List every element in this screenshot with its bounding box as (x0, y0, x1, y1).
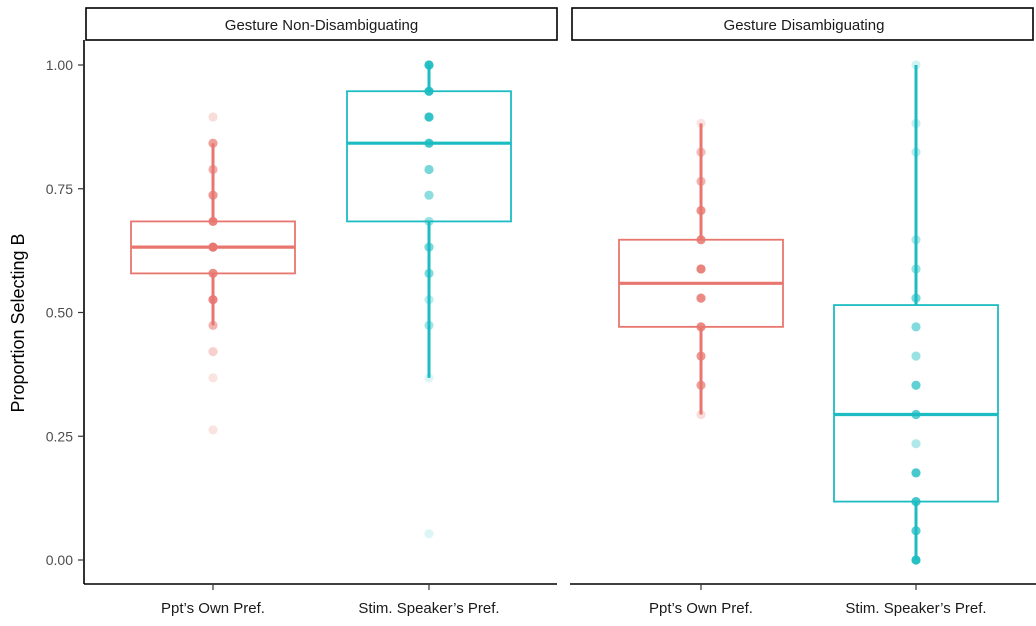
data-point (911, 264, 921, 274)
data-point (424, 373, 434, 383)
data-point (696, 235, 706, 245)
axes-layer: 0.00 0.25 0.50 0.75 1.00 Gesture Non-Disambig… (46, 7, 1036, 617)
data-point (696, 147, 706, 157)
data-point (208, 190, 218, 200)
x-tick-label: Ppt’s Own Pref. (161, 600, 265, 617)
y-tick-label: 0.25 (46, 428, 73, 444)
data-point (911, 118, 921, 129)
data-point (424, 320, 434, 330)
data-point (696, 176, 706, 186)
data-point (911, 60, 921, 70)
data-point (911, 380, 921, 390)
panel-strip (85, 7, 558, 41)
data-point (424, 529, 434, 539)
data-point (696, 351, 706, 361)
data-point (911, 322, 921, 332)
data-point (911, 351, 921, 361)
panel-strip (571, 7, 1034, 41)
data-point (208, 347, 218, 357)
data-point (696, 205, 706, 216)
data-point (424, 216, 434, 227)
data-point (424, 190, 434, 200)
data-point (208, 268, 218, 278)
y-tick-label: 0.00 (46, 552, 73, 568)
data-point (911, 293, 921, 303)
data-point (424, 86, 434, 96)
y-axis-title: Proportion Selecting B (8, 233, 28, 412)
data-point (911, 468, 921, 478)
data-point (911, 235, 921, 245)
data-point (424, 164, 434, 175)
data-point (208, 138, 218, 148)
data-point (208, 373, 218, 383)
data-point (696, 409, 706, 420)
y-tick-label: 0.75 (46, 181, 73, 197)
box-iqr (346, 90, 512, 223)
data-point (911, 555, 921, 565)
data-point (911, 409, 921, 420)
data-point (424, 268, 434, 278)
data-point (696, 264, 706, 274)
x-tick-label: Ppt’s Own Pref. (649, 600, 753, 617)
y-tick-label: 0.50 (46, 305, 73, 321)
marks-layer (130, 60, 999, 565)
y-tick-label: 1.00 (46, 57, 73, 73)
panel-title: Gesture Disambiguating (724, 17, 885, 34)
data-point (424, 60, 434, 70)
data-point (208, 216, 218, 227)
data-point (911, 526, 921, 536)
data-point (696, 293, 706, 303)
data-point (208, 295, 218, 305)
x-tick-label: Stim. Speaker’s Pref. (845, 600, 986, 617)
data-point (696, 322, 706, 332)
data-point (911, 439, 921, 449)
data-point (208, 320, 218, 330)
data-point (208, 164, 218, 175)
data-point (911, 496, 921, 507)
data-point (696, 118, 706, 129)
data-point (911, 147, 921, 157)
data-point (424, 295, 434, 305)
data-point (208, 112, 218, 122)
data-point (424, 112, 434, 122)
data-point (424, 242, 434, 252)
data-point (208, 242, 218, 252)
panel-title: Gesture Non-Disambiguating (225, 17, 418, 34)
data-point (208, 425, 218, 435)
data-point (696, 380, 706, 390)
data-point (424, 138, 434, 148)
x-tick-label: Stim. Speaker’s Pref. (358, 600, 499, 617)
